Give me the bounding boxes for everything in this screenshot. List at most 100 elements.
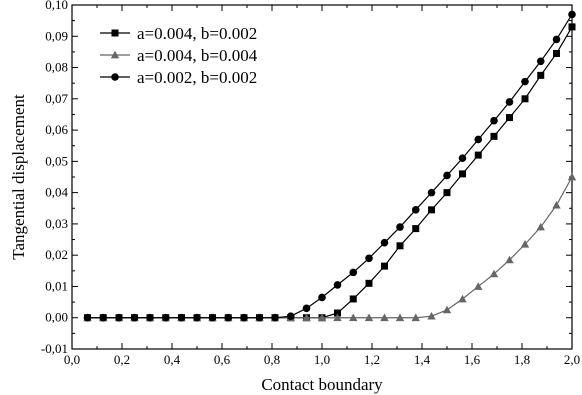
y-tick-label: 0,09 — [45, 28, 68, 43]
data-point — [115, 313, 123, 322]
x-tick-label: 1,8 — [514, 352, 530, 367]
x-tick-label: 2,0 — [564, 352, 580, 367]
x-tick-label: 0,0 — [64, 352, 80, 367]
data-point — [506, 114, 513, 122]
data-point — [349, 268, 358, 277]
data-point — [333, 281, 342, 289]
data-point — [130, 313, 139, 322]
data-point — [536, 222, 545, 231]
data-point — [521, 77, 529, 86]
x-tick-label: 0,4 — [164, 352, 181, 367]
data-point — [255, 313, 264, 322]
data-point — [568, 23, 576, 31]
legend-label: a=0.004, b=0.004 — [137, 46, 258, 65]
data-point — [567, 172, 577, 181]
data-point — [380, 313, 389, 322]
data-point — [365, 254, 373, 263]
y-tick-label: 0,00 — [45, 310, 68, 325]
data-point — [490, 132, 498, 140]
y-tick-label: 0,05 — [45, 153, 68, 168]
data-point — [271, 313, 279, 322]
data-point — [505, 98, 514, 106]
x-tick-label: 0,6 — [214, 352, 231, 367]
data-point — [161, 313, 170, 322]
data-point — [520, 240, 530, 248]
data-point — [208, 313, 217, 322]
data-point — [302, 313, 311, 322]
data-point — [146, 313, 154, 322]
series-2 — [83, 172, 577, 322]
data-point — [521, 95, 529, 103]
data-point — [458, 294, 467, 303]
data-point — [381, 262, 388, 270]
x-axis-label: Contact boundary — [261, 375, 383, 394]
series-line — [87, 176, 573, 319]
data-point — [412, 225, 420, 233]
x-tick-label: 1,0 — [314, 352, 330, 367]
data-point — [364, 313, 374, 322]
data-point — [334, 309, 341, 317]
legend-marker — [111, 73, 119, 81]
data-point — [411, 206, 420, 214]
data-point — [224, 313, 233, 322]
legend-item: a=0.004, b=0.002 — [100, 24, 257, 43]
axes: 0,0 0,2 0,4 0,6 0,8 1,0 1,2 1,4 1,6 1,8 2,0 -0,01 0,… — [41, 0, 580, 367]
data-point — [553, 49, 560, 57]
x-tick-label: 0,2 — [114, 352, 130, 367]
data-point — [349, 295, 357, 303]
data-point — [428, 206, 435, 214]
data-point — [474, 151, 482, 159]
data-point — [193, 313, 201, 322]
data-point — [552, 35, 561, 44]
data-point — [443, 189, 451, 197]
legend-label: a=0.002, b=0.002 — [137, 68, 257, 87]
legend-marker — [111, 29, 119, 37]
data-point — [568, 10, 576, 19]
y-tick-label: 0,07 — [45, 91, 68, 106]
data-point — [474, 282, 483, 290]
data-point — [537, 71, 545, 79]
y-tick-label: 0,10 — [45, 0, 68, 12]
data-point — [459, 170, 466, 178]
data-point — [427, 311, 436, 320]
data-point — [83, 313, 92, 322]
series-group — [83, 10, 577, 322]
data-point — [536, 57, 545, 66]
x-tick-label: 1,4 — [414, 352, 431, 367]
y-tick-label: 0,04 — [45, 185, 68, 200]
data-point — [318, 293, 326, 302]
data-point — [489, 269, 499, 278]
data-point — [396, 242, 404, 250]
x-tick-label: 0,8 — [264, 352, 280, 367]
x-tick-label: 1,2 — [364, 352, 380, 367]
y-tick-label: 0,06 — [45, 122, 68, 137]
data-point — [302, 304, 311, 313]
y-tick-label: 0,01 — [45, 278, 68, 293]
data-point — [349, 313, 358, 322]
data-point — [99, 313, 108, 322]
data-point — [396, 223, 404, 231]
x-tick-label: 1,6 — [464, 352, 481, 367]
legend-label: a=0.004, b=0.002 — [137, 24, 257, 43]
y-axis-label: Tangential displacement — [9, 94, 28, 260]
data-point — [427, 188, 436, 197]
data-point — [240, 313, 248, 322]
data-point — [365, 279, 373, 287]
data-point — [333, 313, 342, 322]
y-tick-label: 0,08 — [45, 60, 68, 75]
data-point — [411, 313, 420, 322]
data-point — [458, 154, 467, 163]
data-point — [505, 255, 514, 264]
data-point — [380, 238, 389, 247]
data-point — [474, 135, 483, 144]
legend: a=0.004, b=0.002 a=0.004, b=0.004 a=0.002,… — [94, 20, 302, 98]
series-3 — [83, 10, 576, 322]
legend-marker — [110, 50, 120, 59]
data-point — [443, 171, 451, 180]
data-point — [286, 312, 295, 320]
data-point — [395, 313, 405, 322]
data-point — [317, 313, 327, 322]
legend-item: a=0.002, b=0.002 — [100, 68, 257, 87]
data-point — [177, 313, 186, 322]
